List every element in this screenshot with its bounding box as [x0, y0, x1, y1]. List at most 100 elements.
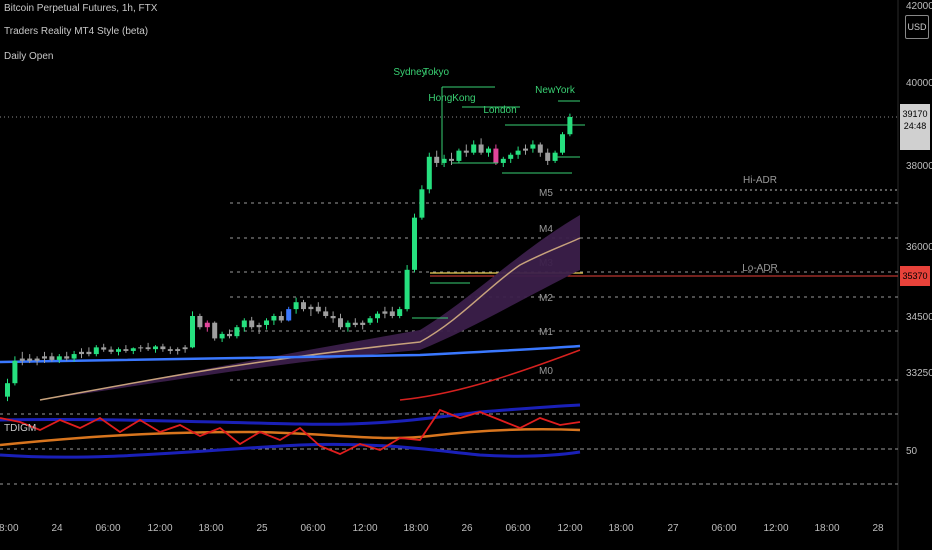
- x-tick-label: 06:00: [300, 523, 325, 534]
- candle-body: [382, 311, 388, 314]
- x-tick-label: 18:00: [814, 523, 839, 534]
- osc-orange: [0, 428, 581, 447]
- ema-blue-line: [0, 344, 581, 364]
- candle-body: [175, 349, 181, 351]
- candle-body: [130, 348, 136, 351]
- x-tick-label: 28: [872, 523, 884, 534]
- x-tick-label: 12:00: [147, 523, 172, 534]
- candle-body: [86, 351, 92, 355]
- oscillator-tick-label: 50: [906, 446, 918, 457]
- candle-body: [456, 150, 462, 161]
- m-level-label: M5: [539, 188, 553, 199]
- x-tick-label: 12:00: [352, 523, 377, 534]
- osc-blue-upper: [0, 403, 581, 426]
- candle-body: [27, 358, 33, 361]
- candle-body: [545, 152, 551, 161]
- candle-body: [123, 349, 129, 351]
- currency-badge[interactable]: USD: [905, 15, 929, 39]
- candle-body: [352, 322, 358, 325]
- candle-body: [419, 189, 425, 218]
- candle-body: [315, 306, 321, 312]
- y-tick-label: 40000: [906, 78, 932, 89]
- x-tick-label: 06:00: [505, 523, 530, 534]
- candle-body: [500, 158, 506, 163]
- osc-red: [0, 408, 581, 455]
- session-label: NewYork: [535, 85, 576, 96]
- candle-body: [5, 383, 10, 397]
- candle-body: [138, 347, 144, 349]
- current-price-value: 39170: [902, 109, 928, 119]
- session-label: London: [483, 105, 516, 116]
- x-tick-label: 18:00: [198, 523, 223, 534]
- lo-adr-label: Lo-ADR: [742, 263, 778, 274]
- candle-body: [19, 358, 25, 361]
- candle-body: [116, 349, 121, 352]
- candle-body: [397, 309, 403, 316]
- candle-body: [108, 349, 114, 352]
- candle-body: [360, 322, 366, 325]
- candle-body: [308, 306, 314, 310]
- candle-body: [34, 358, 40, 361]
- current-price-timer: 24:48: [903, 121, 927, 131]
- candle-body: [493, 148, 499, 163]
- m-level-label: M4: [539, 224, 553, 235]
- y-tick-label: 34500: [906, 312, 932, 323]
- candle-body: [49, 356, 55, 360]
- candle-body: [71, 354, 77, 359]
- session-label: Sydney: [393, 67, 426, 78]
- candle-body: [515, 150, 521, 155]
- m-level-label: M0: [539, 366, 553, 377]
- candle-body: [345, 322, 351, 328]
- candle-body: [182, 347, 188, 350]
- legend-indicator: Traders Reality MT4 Style (beta): [4, 26, 149, 37]
- x-tick-label: 12:00: [557, 523, 582, 534]
- candle-body: [508, 154, 514, 159]
- candle-body: [227, 333, 232, 337]
- candle-body: [560, 134, 565, 153]
- candle-body: [286, 309, 292, 321]
- candle-body: [204, 322, 210, 328]
- candle-body: [167, 349, 173, 351]
- x-tick-label: 25: [256, 523, 268, 534]
- candle-body: [197, 316, 203, 328]
- candle-body: [153, 346, 158, 350]
- candle-body: [278, 316, 284, 321]
- candle-body: [530, 144, 536, 149]
- candle-body: [145, 347, 151, 350]
- candle-body: [449, 158, 454, 161]
- candle-body: [212, 322, 218, 339]
- x-tick-label: 18:00: [403, 523, 428, 534]
- candle-body: [101, 347, 107, 350]
- y-tick-label: 33250: [906, 368, 932, 379]
- session-label: Tokyo: [423, 67, 450, 78]
- candle-body: [567, 117, 573, 135]
- candle-body: [338, 318, 343, 328]
- x-tick-label: 24: [51, 523, 63, 534]
- hi-adr-label: Hi-ADR: [743, 175, 777, 186]
- candle-body: [404, 269, 410, 310]
- x-tick-label: 06:00: [95, 523, 120, 534]
- candle-body: [478, 144, 484, 153]
- candle-body: [471, 144, 477, 153]
- legend-symbol: Bitcoin Perpetual Futures, 1h, FTX: [4, 3, 158, 14]
- candle-body: [93, 347, 99, 355]
- red-trend-line: [399, 349, 581, 401]
- m-level-label: M2: [539, 293, 553, 304]
- candle-body: [389, 311, 395, 316]
- candle-body: [367, 318, 373, 323]
- candle-body: [375, 313, 380, 319]
- candle-body: [486, 148, 491, 153]
- x-tick-label: 27: [667, 523, 679, 534]
- osc-blue-lower: [0, 442, 581, 459]
- candle-body: [323, 311, 329, 316]
- candle-body: [56, 356, 62, 360]
- candle-body: [537, 144, 543, 153]
- candle-body: [271, 316, 277, 321]
- y-tick-label: 38000: [906, 161, 932, 172]
- candle-body: [241, 320, 247, 328]
- current-price-box: 39170 24:48: [900, 104, 930, 150]
- y-tick-label: 42000: [906, 1, 932, 12]
- legend-daily-open: Daily Open: [4, 51, 54, 62]
- candle-body: [301, 302, 306, 310]
